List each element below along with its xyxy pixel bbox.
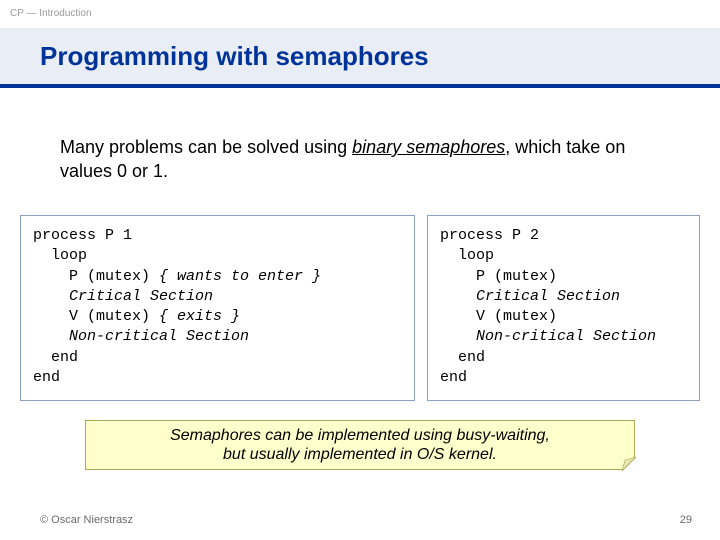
intro-part1: Many problems can be solved using [60,137,352,157]
code-left-l5a: V (mutex) [33,308,159,325]
code-left-l1: process P 1 [33,227,132,244]
intro-term: binary semaphores [352,137,505,157]
code-left-l8: end [33,369,60,386]
code-left-box: process P 1 loop P (mutex) { wants to en… [20,215,415,401]
code-right-l6: Non-critical Section [440,328,656,345]
code-right-l2: loop [440,247,494,264]
page-curl-icon [622,457,636,471]
note-wrap: Semaphores can be implemented using busy… [85,420,635,470]
title-band: Programming with semaphores [0,28,720,88]
code-right-l8: end [440,369,467,386]
code-left-l3b: { wants to enter } [159,268,321,285]
code-left-l6: Non-critical Section [33,328,249,345]
footer-page-number: 29 [680,514,692,526]
code-left-l2: loop [33,247,87,264]
note-line1: Semaphores can be implemented using busy… [170,426,550,445]
code-left-l7: end [33,349,78,366]
footer-copyright: © Oscar Nierstrasz [40,514,133,526]
code-left-l3a: P (mutex) [33,268,159,285]
note-line2: but usually implemented in O/S kernel. [223,445,497,464]
code-right-l1: process P 2 [440,227,539,244]
note-box: Semaphores can be implemented using busy… [85,420,635,470]
intro-text: Many problems can be solved using binary… [60,135,660,184]
code-right-l7: end [440,349,485,366]
code-right-l5: V (mutex) [440,308,557,325]
code-left-l4: Critical Section [33,288,213,305]
code-right-l3: P (mutex) [440,268,557,285]
breadcrumb: CP — Introduction [10,8,92,19]
code-right-l4: Critical Section [440,288,620,305]
code-right-box: process P 2 loop P (mutex) Critical Sect… [427,215,700,401]
code-boxes: process P 1 loop P (mutex) { wants to en… [20,215,700,401]
code-left-l5b: { exits } [159,308,240,325]
page-title: Programming with semaphores [40,41,429,72]
